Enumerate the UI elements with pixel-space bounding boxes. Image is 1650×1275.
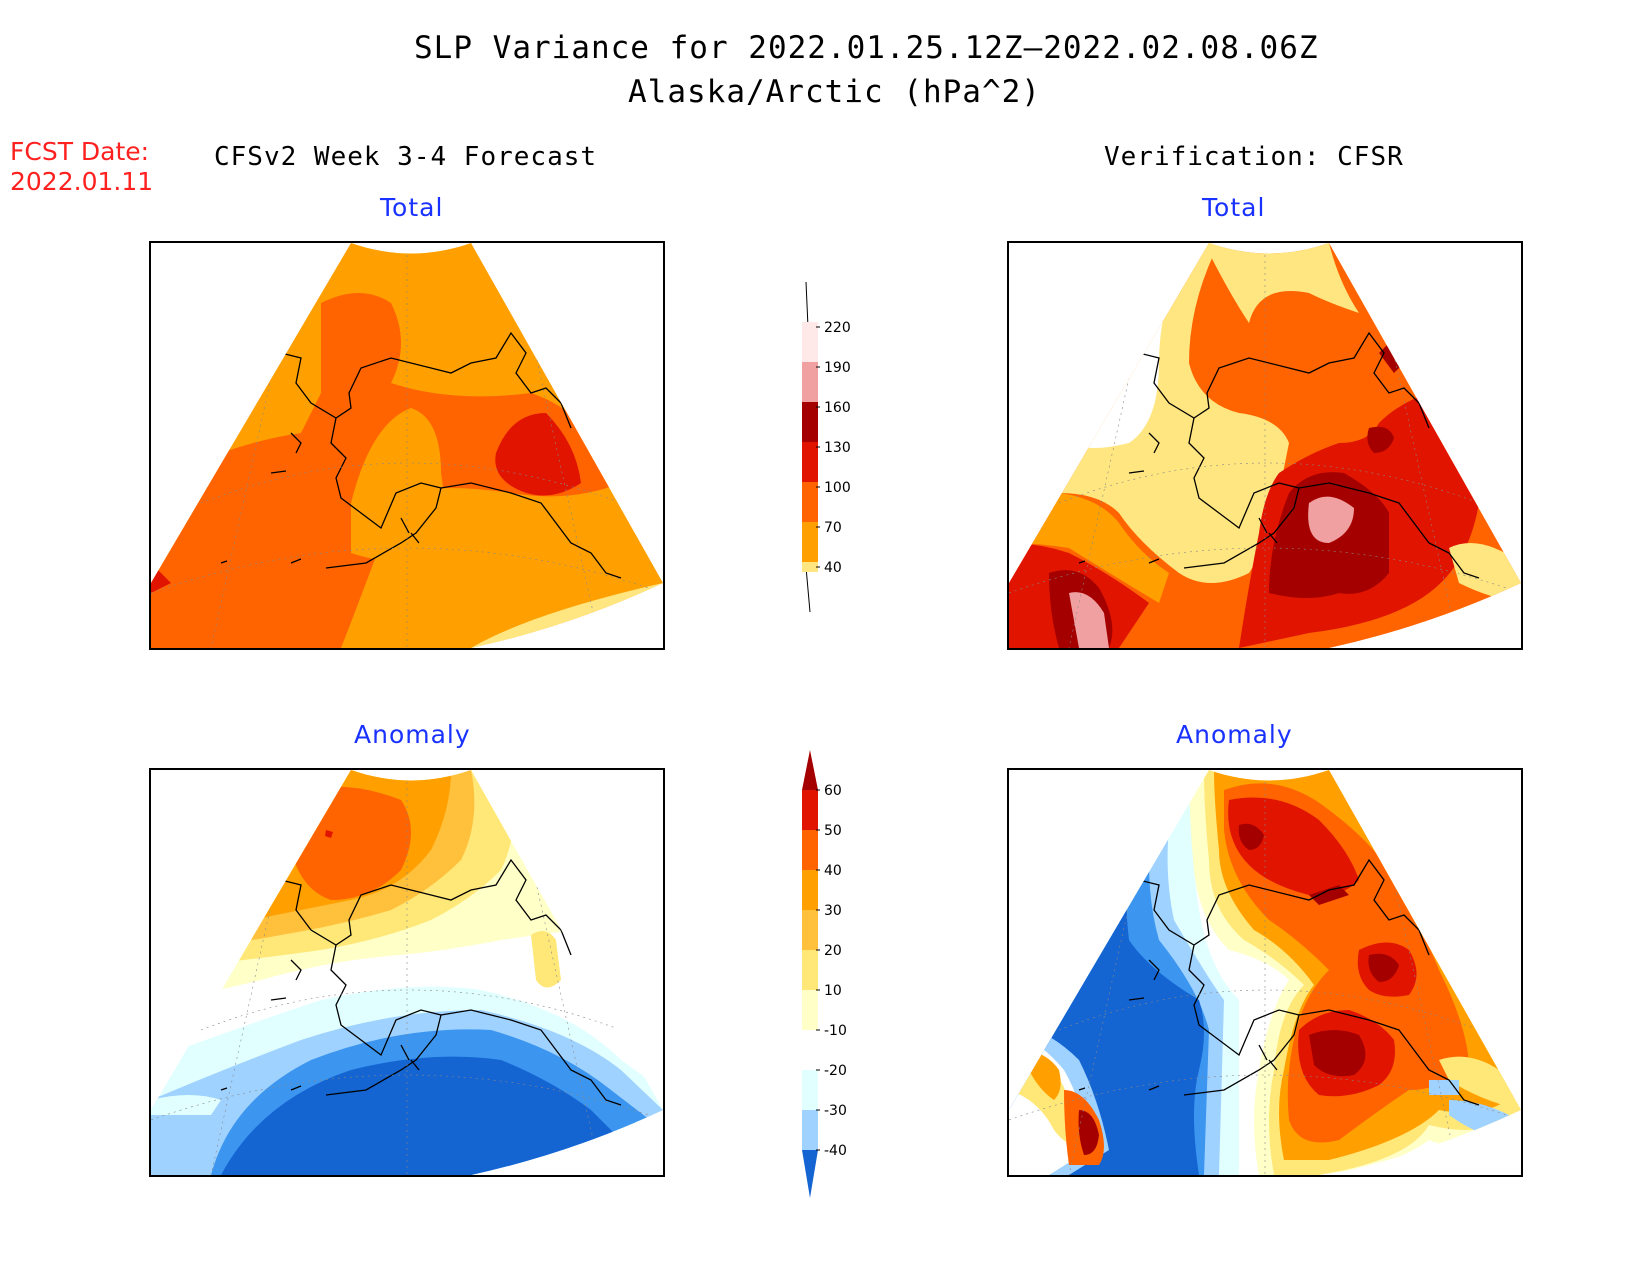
coastline	[325, 944, 442, 1096]
swatch-50	[802, 830, 818, 870]
coastline	[1183, 944, 1300, 1096]
colorbar-total-tick: 190	[824, 360, 851, 376]
swatch-60	[802, 790, 818, 830]
forecast-heading: CFSv2 Week 3-4 Forecast	[214, 142, 598, 172]
swatch-160	[802, 402, 818, 442]
grid-lines	[1009, 770, 1521, 1175]
chart-title: SLP Variance for 2022.01.25.12Z—2022.02.…	[414, 30, 1319, 66]
forecast-anomaly-title: Anomaly	[354, 720, 471, 749]
colorbar-anomaly-tick: 60	[824, 783, 842, 799]
verification-anomaly-map	[1007, 768, 1523, 1177]
coastline	[1078, 959, 1278, 1091]
verification-total-map	[1007, 241, 1523, 650]
swatch-100	[802, 482, 818, 522]
colorbar-anomaly-swatches	[802, 750, 818, 1198]
contour-fill	[1238, 823, 1264, 850]
colorbar-anomaly-tick: 50	[824, 823, 842, 839]
colorbar-anomaly-tick: 20	[824, 943, 842, 959]
contour-fill	[1449, 543, 1521, 603]
contour-fill	[1309, 885, 1349, 905]
colorbar-total-swatches	[802, 322, 818, 572]
verification-heading: Verification: CFSR	[1104, 142, 1404, 172]
swatch-40	[802, 562, 818, 572]
coastline	[1138, 858, 1430, 956]
swatch-70	[802, 750, 818, 790]
swatch-20	[802, 950, 818, 990]
contour-fill	[1368, 953, 1399, 982]
coastline	[1078, 432, 1278, 564]
verification-anomaly-title: Anomaly	[1176, 720, 1293, 749]
contour-fill	[351, 408, 451, 561]
contour-fill	[1309, 1030, 1366, 1077]
swatch-10	[802, 990, 818, 1030]
swatch-40	[802, 870, 818, 910]
colorbar-anomaly-tick: 30	[824, 903, 842, 919]
colorbar-total-tick: 70	[824, 520, 842, 536]
colorbar-total-tick: 220	[824, 320, 851, 336]
contour-fill	[151, 1095, 221, 1115]
colorbar-anomaly-tick: 10	[824, 983, 842, 999]
fcst-label: FCST Date:	[10, 137, 150, 166]
colorbar-total-tick: 100	[824, 480, 851, 496]
contour-fill	[1204, 243, 1359, 323]
contour-fill	[1228, 797, 1359, 896]
coastline	[1298, 1009, 1480, 1106]
contour-fill	[531, 931, 561, 988]
colorbar-anomaly-tick: 40	[824, 863, 842, 879]
coastline	[1183, 417, 1300, 569]
grid-lines	[151, 770, 663, 1175]
swatch-30	[802, 910, 818, 950]
swatch-70	[802, 522, 818, 562]
contour-fill	[495, 413, 581, 496]
contour-fill	[325, 830, 333, 838]
colorbar-total-tick: 130	[824, 440, 851, 456]
verification-total-title: Total	[1202, 193, 1266, 222]
colorbar-anomaly: 60 50 40 30 20 10 -10 -20 -30 -40	[802, 750, 847, 1198]
colorbar-anomaly-tick: -40	[824, 1143, 847, 1159]
contour-fill	[1069, 592, 1109, 648]
grid-lines	[151, 243, 663, 648]
forecast-total-title: Total	[380, 193, 444, 222]
swatch-190	[802, 362, 818, 402]
colorbar-total-tick: 40	[824, 560, 842, 576]
contour-fill	[1308, 496, 1354, 543]
colorbar-total-tick: 160	[824, 400, 851, 416]
colorbar-total: 220 190 160 130 100 70 40	[802, 282, 851, 612]
forecast-total-map	[149, 241, 665, 650]
coastline	[1138, 331, 1430, 429]
contour-fill	[1078, 1110, 1099, 1155]
coastline	[440, 1009, 622, 1106]
contour-fill	[1439, 1056, 1521, 1110]
colorbar-anomaly-tick: -30	[824, 1103, 847, 1119]
contour-fill	[1379, 343, 1404, 373]
swatch-220	[802, 322, 818, 362]
swatch-m20	[802, 1110, 818, 1150]
contour-fill	[221, 1056, 631, 1175]
swatch-m10	[802, 1070, 818, 1110]
forecast-anomaly-map	[149, 768, 665, 1177]
contour-fill	[1009, 493, 1169, 603]
fcst-date: 2022.01.11	[10, 167, 154, 196]
colorbar-anomaly-tick: -20	[824, 1063, 847, 1079]
swatch-zero	[802, 1030, 818, 1070]
colorbar-anomaly-tick: -10	[824, 1023, 847, 1039]
coastline	[1298, 482, 1480, 579]
coastline	[280, 331, 572, 429]
swatch-130	[802, 442, 818, 482]
grid-lines	[1009, 243, 1521, 648]
coastline	[220, 959, 420, 1091]
contour-fill	[1367, 426, 1394, 453]
swatch-m40	[802, 1150, 818, 1198]
coastline	[280, 858, 572, 956]
coastline	[325, 417, 442, 569]
coastline	[440, 482, 622, 579]
coastline	[220, 432, 420, 564]
chart-subtitle: Alaska/Arctic (hPa^2)	[628, 74, 1041, 110]
